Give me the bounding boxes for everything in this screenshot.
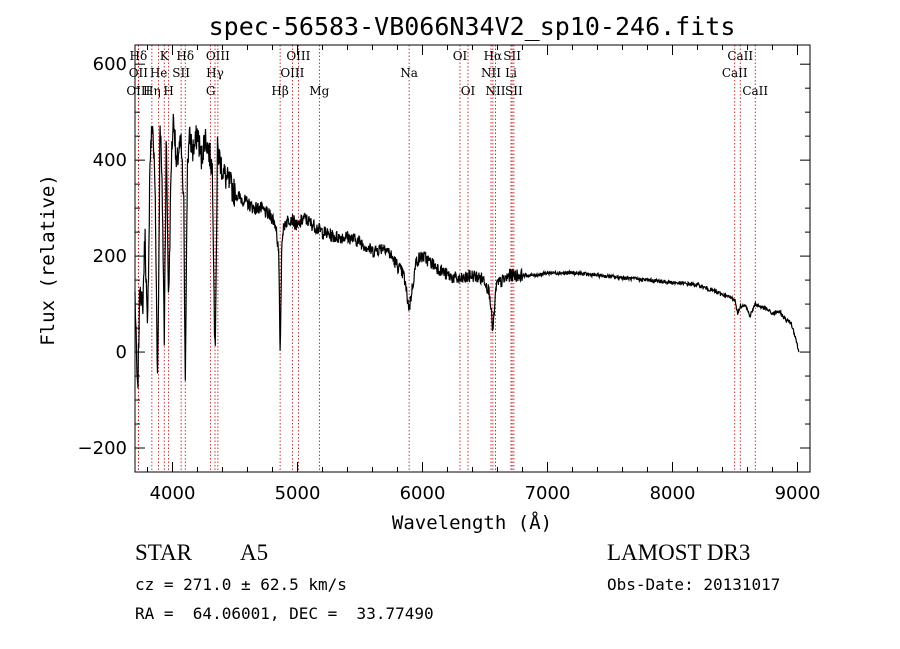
spectral-line-label: OII [129,66,149,80]
y-tick-label: 400 [93,150,127,171]
x-tick-label: 4000 [150,483,196,504]
spectral-line-label: Hδ [130,49,148,63]
spectral-line-label: SII [172,66,190,80]
redshift-velocity: cz = 271.0 ± 62.5 km/s [135,575,347,594]
x-tick-label: 8000 [650,483,696,504]
observation-date: Obs-Date: 20131017 [607,575,781,594]
y-tick-label: 200 [93,246,127,267]
object-type: STAR [135,540,192,565]
spectral-line-label: Hγ [206,66,224,80]
spectral-line-label: NII [486,84,506,98]
spectral-line-label: OIII [206,49,230,63]
spectral-line-label: H [163,84,173,98]
spectral-line-markers [137,45,756,472]
survey-name: LAMOST DR3 [607,540,751,565]
spectral-subclass: A5 [240,540,269,565]
spectral-line-label: Hα [484,49,503,63]
chart-title: spec-56583-VB066N34V2_sp10-246.fits [209,12,736,41]
spectral-line-label: CaII [727,49,753,63]
spectral-line-label: OI [453,49,468,63]
spectral-line-label: Mg [309,84,329,98]
spectral-line-label: CaII [722,66,748,80]
spectral-line-label: He [150,66,168,80]
spectral-line-label: Hδ [176,49,194,63]
y-tick-label: 600 [93,54,127,75]
spectral-line-label: OIII [286,49,310,63]
y-tick-label: −200 [78,438,127,459]
x-tick-label: 6000 [400,483,446,504]
spectral-line-label: OIII [280,66,304,80]
x-tick-label: 5000 [275,483,321,504]
spectral-line-label: Hη [143,84,161,98]
y-tick-label: 0 [116,342,127,363]
spectral-line-label: SII [503,49,521,63]
spectral-line-label: OI [461,84,476,98]
spectral-line-label: SII [505,84,523,98]
spectral-line-label: Na [400,66,418,80]
spectral-line-label: G [206,84,216,98]
sky-coordinates: RA = 64.06001, DEC = 33.77490 [135,604,434,623]
spectral-line-label: Hβ [271,84,288,98]
spectral-line-label: OIII [126,84,150,98]
x-axis-label: Wavelength (Å) [392,511,552,534]
spectrum-line [134,113,800,389]
plot-frame [134,44,811,473]
spectral-line-label: CaII [742,84,768,98]
y-axis-label: Flux (relative) [37,174,59,346]
spectral-line-label: Li [505,66,517,80]
spectral-line-label: NII [481,66,501,80]
x-tick-label: 9000 [775,483,821,504]
x-tick-label: 7000 [525,483,571,504]
spectral-line-label: K [160,49,170,63]
axis-ticks: 4000 5000 6000 7000 8000 9000 −200 0 200 400 600 [78,45,821,504]
